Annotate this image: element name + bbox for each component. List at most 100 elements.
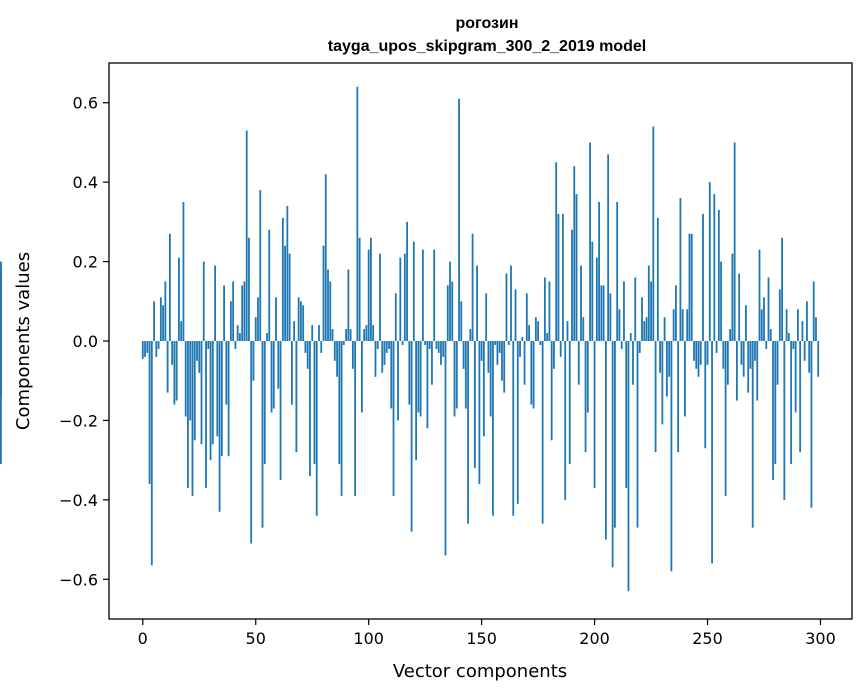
- bar: [426, 341, 429, 429]
- bar: [496, 341, 499, 365]
- bar: [435, 341, 438, 349]
- bar: [774, 341, 777, 465]
- bar: [772, 341, 774, 480]
- bar: [388, 341, 390, 349]
- bar: [555, 162, 558, 341]
- bar: [410, 341, 413, 532]
- bar: [458, 98, 460, 342]
- bar: [566, 321, 569, 341]
- bar: [189, 341, 192, 421]
- bar: [812, 281, 815, 341]
- bar: [530, 341, 533, 405]
- bar: [421, 249, 424, 341]
- bar: [166, 341, 169, 393]
- bar: [711, 341, 713, 564]
- bar: [537, 321, 540, 341]
- bar: [248, 237, 250, 341]
- bar: [381, 341, 384, 373]
- bar: [419, 341, 422, 417]
- bar: [525, 293, 528, 341]
- bar: [374, 341, 377, 377]
- bar: [211, 341, 214, 445]
- bar: [783, 341, 786, 500]
- bar: [367, 249, 370, 341]
- bar: [492, 341, 494, 516]
- bar: [0, 261, 2, 341]
- bars-group: [0, 86, 820, 592]
- bar: [187, 341, 189, 488]
- bar: [327, 269, 329, 341]
- bar: [681, 309, 684, 341]
- bar: [708, 182, 711, 341]
- bar: [582, 317, 585, 341]
- bar: [318, 325, 320, 341]
- bar: [239, 333, 241, 341]
- bar: [717, 209, 720, 341]
- bar: [767, 277, 770, 341]
- bar: [279, 341, 282, 480]
- bar: [462, 341, 465, 369]
- bar: [614, 341, 616, 528]
- bar: [229, 301, 232, 341]
- chart-subtitle: tayga_upos_skipgram_300_2_2019 model: [328, 38, 646, 55]
- bar: [485, 293, 488, 341]
- y-tick-label: 0.0: [73, 332, 98, 351]
- bar: [383, 341, 386, 365]
- bar: [300, 301, 302, 341]
- bar: [336, 341, 338, 377]
- bar: [650, 281, 652, 341]
- x-tick-label: 200: [579, 629, 610, 648]
- bar: [625, 341, 628, 488]
- bar: [745, 305, 747, 341]
- bar: [776, 341, 779, 385]
- bar: [636, 341, 639, 528]
- bar: [150, 341, 153, 566]
- bar: [609, 293, 612, 341]
- bar: [564, 341, 567, 500]
- bar: [315, 341, 318, 516]
- bar: [480, 341, 483, 361]
- bar: [528, 325, 530, 341]
- bar: [412, 241, 415, 341]
- bar: [168, 233, 171, 341]
- bar: [731, 253, 734, 341]
- bar: [803, 341, 806, 361]
- bar: [634, 277, 637, 341]
- bar: [408, 341, 411, 405]
- bar: [178, 257, 180, 341]
- bar: [182, 202, 185, 341]
- bar: [148, 341, 151, 484]
- bar: [385, 341, 388, 353]
- bar: [234, 341, 237, 349]
- bar: [801, 321, 804, 341]
- bar: [715, 341, 718, 353]
- bar: [200, 341, 203, 445]
- bar: [162, 305, 165, 341]
- bar: [417, 341, 420, 413]
- x-tick-label: 100: [353, 629, 384, 648]
- bar: [747, 341, 750, 393]
- bar: [437, 341, 440, 353]
- bar: [760, 309, 763, 341]
- bar: [523, 341, 526, 385]
- bar: [787, 333, 790, 341]
- bar: [313, 341, 316, 465]
- bar: [482, 341, 485, 437]
- bar: [790, 341, 793, 465]
- bar: [575, 194, 578, 341]
- bar: [236, 325, 239, 341]
- bar: [361, 341, 363, 413]
- bar: [724, 341, 727, 496]
- bar: [684, 341, 686, 417]
- bar: [600, 285, 603, 341]
- bar: [652, 126, 655, 341]
- bar: [754, 341, 756, 361]
- x-tick-label: 0: [138, 629, 148, 648]
- bar: [749, 341, 752, 369]
- bar: [245, 130, 248, 341]
- bar: [198, 341, 201, 373]
- bar: [356, 86, 359, 341]
- bar: [478, 341, 481, 484]
- bar: [306, 341, 309, 369]
